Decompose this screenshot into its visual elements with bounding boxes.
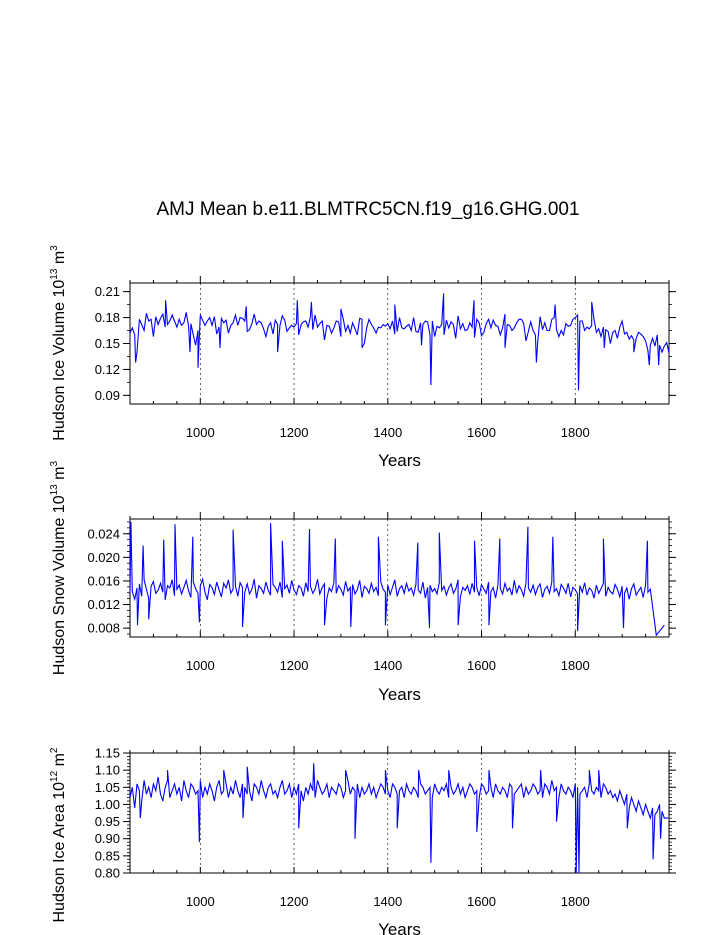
ice-area-xtick-label-3: 1600 — [467, 894, 496, 909]
ice-volume-ylabel-unit-exp: 3 — [49, 245, 60, 251]
snow-volume-xlabel: Years — [378, 685, 421, 704]
ice-volume-series-line — [130, 293, 669, 391]
ice-area-panel: 1000 1200 1400 1600 1800 0.80 0.85 0.90 0.95 1.00… — [49, 746, 676, 935]
snow-volume-ytick-label-3: 0.020 — [87, 550, 120, 565]
ice-area-ylabel: Hudson Ice Area 1012 m2 — [49, 747, 68, 922]
ice-area-ytick-label-1: 0.85 — [95, 848, 120, 863]
snow-volume-panel: 1000 1200 1400 1600 1800 0.008 0.012 0.016 0.020… — [49, 460, 676, 704]
ice-area-ytick-label-6: 1.10 — [95, 763, 120, 778]
ice-area-xtick-label-2: 1400 — [373, 894, 402, 909]
ice-volume-xlabel: Years — [378, 451, 421, 470]
snow-volume-xtick-label-4: 1800 — [561, 658, 590, 673]
snow-volume-ylabel-unit-exp: 3 — [49, 460, 60, 466]
ice-volume-ylabel-exp: 13 — [49, 268, 60, 280]
ice-area-ytick-label-3: 0.95 — [95, 814, 120, 829]
ice-area-plot-frame — [129, 752, 670, 874]
ice-volume-ytick-label-4: 0.21 — [95, 284, 120, 299]
ice-volume-xtick-label-1: 1200 — [280, 425, 309, 440]
ice-volume-ytick-label-1: 0.12 — [95, 362, 120, 377]
ice-area-ytick-label-4: 1.00 — [95, 797, 120, 812]
ice-volume-ytick-label-0: 0.09 — [95, 388, 120, 403]
snow-volume-series-line — [130, 521, 665, 637]
snow-volume-ytick-label-4: 0.024 — [87, 526, 120, 541]
ice-volume-ytick-label-3: 0.18 — [95, 310, 120, 325]
snow-volume-ylabel-exp: 13 — [49, 484, 60, 496]
ice-volume-plot-frame — [129, 282, 670, 405]
snow-volume-xtick-label-1: 1200 — [280, 658, 309, 673]
snow-volume-ytick-label-0: 0.008 — [87, 621, 120, 636]
ice-area-ytick-label-2: 0.90 — [95, 831, 120, 846]
ice-area-ylabel-exp: 12 — [49, 770, 60, 782]
snow-volume-plot-frame — [129, 518, 670, 638]
ice-area-xlabel: Years — [378, 920, 421, 935]
ice-volume-ytick-label-2: 0.15 — [95, 336, 120, 351]
ice-volume-xtick-label-0: 1000 — [186, 425, 215, 440]
ice-volume-ylabel-unit: m — [51, 251, 68, 269]
ice-area-xtick-label-1: 1200 — [280, 894, 309, 909]
ice-volume-ylabel: Hudson Ice Volume 1013 m3 — [49, 245, 68, 441]
snow-volume-xtick-label-0: 1000 — [186, 658, 215, 673]
ice-volume-xtick-label-4: 1800 — [561, 425, 590, 440]
snow-volume-ylabel-unit: m — [51, 466, 68, 484]
ice-volume-xtick-label-2: 1400 — [373, 425, 402, 440]
ice-volume-xtick-label-3: 1600 — [467, 425, 496, 440]
ice-volume-ylabel-text: Hudson Ice Volume 10 — [51, 280, 68, 441]
ice-volume-panel: 1000 1200 1400 1600 1800 0.09 0.12 0.15 0.18 0.21… — [49, 245, 676, 470]
snow-volume-xtick-label-3: 1600 — [467, 658, 496, 673]
figure-title: AMJ Mean b.e11.BLMTRC5CN.f19_g16.GHG.001 — [156, 199, 579, 220]
snow-volume-xtick-label-2: 1400 — [373, 658, 402, 673]
ice-area-ytick-label-7: 1.15 — [95, 746, 120, 761]
ice-area-series-line — [130, 763, 669, 873]
snow-volume-ytick-label-2: 0.016 — [87, 573, 120, 588]
snow-volume-ylabel-text: Hudson Snow Volume 10 — [51, 495, 68, 675]
ice-area-ytick-label-5: 1.05 — [95, 780, 120, 795]
ice-area-ylabel-unit-exp: 2 — [49, 747, 60, 753]
ice-area-ylabel-unit: m — [51, 753, 68, 771]
snow-volume-ytick-label-1: 0.012 — [87, 597, 120, 612]
ice-area-ylabel-text: Hudson Ice Area 10 — [51, 782, 68, 923]
snow-volume-ylabel: Hudson Snow Volume 1013 m3 — [49, 460, 68, 675]
ice-area-xtick-label-4: 1800 — [561, 894, 590, 909]
ice-area-ytick-label-0: 0.80 — [95, 866, 120, 881]
ice-area-xtick-label-0: 1000 — [186, 894, 215, 909]
